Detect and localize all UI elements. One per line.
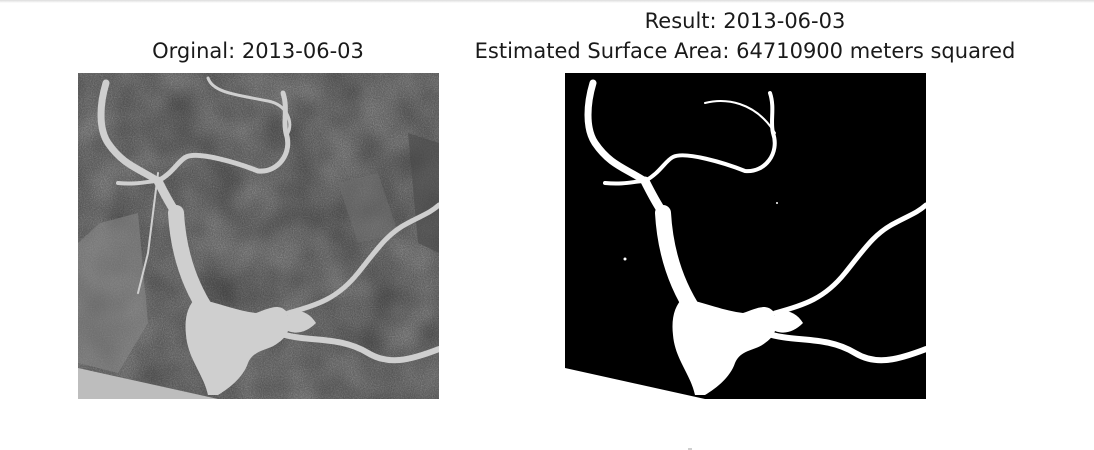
result-image-title: Result: 2013-06-03 xyxy=(644,9,846,33)
surface-area-caption: Estimated Surface Area: 64710900 meters … xyxy=(474,39,1016,63)
original-image-title: Orginal: 2013-06-03 xyxy=(152,39,364,63)
stray-mark xyxy=(688,448,692,450)
original-satellite-image xyxy=(78,73,439,399)
water-mask-image xyxy=(565,73,926,399)
top-divider xyxy=(0,0,1094,3)
satellite-image-graphic xyxy=(78,73,439,399)
water-mask-graphic xyxy=(565,73,926,399)
